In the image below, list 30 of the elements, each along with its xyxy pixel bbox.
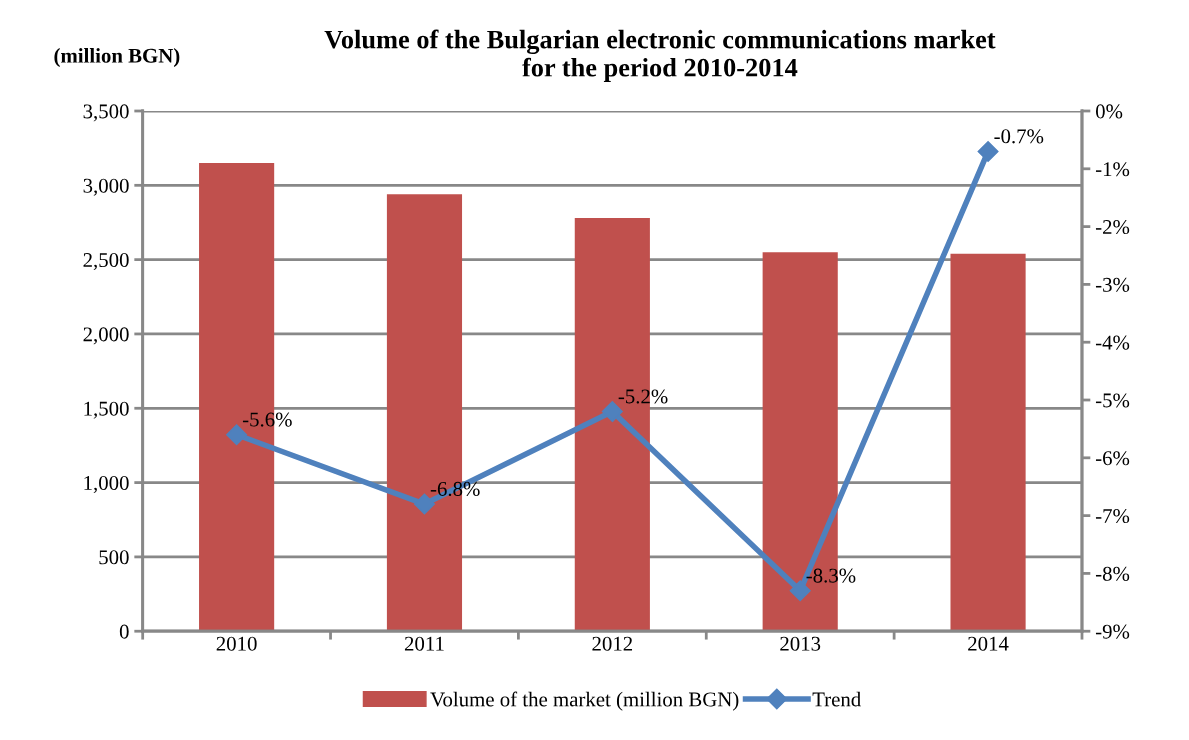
- y-axis-title: (million BGN): [54, 48, 180, 67]
- x-tick-label: 2014: [968, 636, 1009, 651]
- legend-label: Volume of the market (million BGN): [430, 691, 739, 711]
- y-tick-label: 3,000: [83, 178, 129, 196]
- y2-tick-label: -2%: [1095, 219, 1130, 235]
- y2-tick-label: -7%: [1095, 508, 1130, 524]
- y-tick-label: 3,500: [83, 104, 129, 122]
- x-tick-label: 2010: [216, 636, 257, 651]
- y-tick-label: 2,500: [83, 253, 129, 271]
- x-tick-label: 2013: [780, 636, 821, 651]
- y-tick-label: 0: [119, 624, 129, 639]
- y2-tick-label: -8%: [1095, 566, 1130, 581]
- y-tick-label: 1,000: [84, 475, 129, 494]
- y2-tick-label: 0%: [1095, 104, 1123, 119]
- data-label: -6.8%: [430, 481, 480, 497]
- y-tick-label: 2,000: [83, 327, 129, 345]
- y2-tick-label: -1%: [1095, 162, 1130, 177]
- y2-tick-label: -9%: [1095, 624, 1130, 639]
- y2-tick-label: -5%: [1095, 393, 1130, 408]
- y-tick-label: 1,500: [84, 401, 129, 419]
- y-tick-label: 500: [99, 550, 129, 565]
- chart-title: Volume of the Bulgarian electronic communications market for the period 2010-2014: [324, 29, 996, 82]
- data-label: -0.7%: [994, 129, 1044, 144]
- y2-tick-label: -4%: [1095, 335, 1130, 350]
- y2-tick-label: -3%: [1095, 277, 1130, 292]
- bar: [950, 253, 1026, 632]
- legend-label: Trend: [812, 691, 861, 707]
- x-tick-label: 2012: [592, 636, 633, 651]
- x-tick-label: 2011: [404, 636, 444, 651]
- y2-tick-label: -6%: [1095, 451, 1130, 466]
